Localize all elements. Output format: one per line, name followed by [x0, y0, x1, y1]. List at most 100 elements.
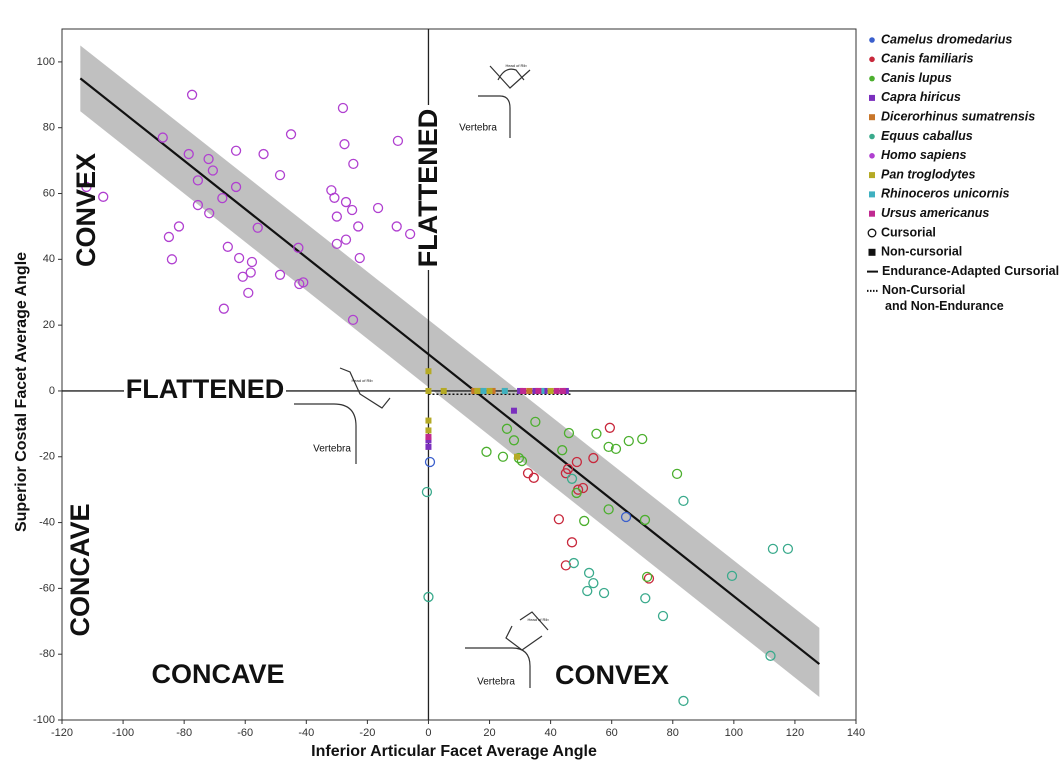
point [217, 192, 228, 204]
point [392, 135, 404, 147]
point [517, 387, 524, 394]
point [604, 422, 616, 433]
point [246, 256, 258, 268]
annotation: CONCAVE [65, 503, 95, 636]
diagram-sketch [294, 367, 391, 464]
point [582, 585, 593, 597]
legend-label: Non-cursorial [881, 245, 962, 259]
point [391, 221, 402, 232]
point [767, 543, 779, 555]
point [192, 175, 204, 186]
point [423, 591, 434, 603]
legend-marker [869, 114, 875, 121]
point [237, 271, 248, 282]
x-tick-label: 40 [544, 727, 556, 739]
point [348, 158, 359, 170]
point [425, 443, 432, 450]
x-tick-label: -80 [176, 727, 192, 739]
point [192, 199, 204, 211]
point [571, 456, 583, 468]
y-tick-label: -20 [39, 451, 55, 463]
point [230, 145, 242, 156]
point [81, 181, 92, 193]
annotation: FLATTENED [413, 109, 443, 267]
point [641, 571, 653, 583]
legend-label: Non-Cursorial [882, 283, 965, 297]
point [183, 148, 194, 160]
point [566, 473, 578, 484]
point [425, 417, 432, 424]
annotation: CONCAVE [151, 659, 284, 689]
point [639, 514, 651, 526]
y-tick-label: 60 [43, 187, 55, 199]
legend-label: Equus caballus [881, 129, 973, 143]
legend-label: Homo sapiens [881, 148, 966, 162]
diagram-body-label: Vertebra [459, 123, 497, 134]
y-tick-label: -100 [33, 714, 55, 726]
legend-marker [869, 94, 875, 101]
diagram-head-label: Head of Rib [527, 617, 549, 622]
legend-label: and Non-Endurance [885, 299, 1004, 313]
legend-marker [869, 153, 875, 159]
point [404, 228, 416, 240]
point [98, 191, 109, 202]
point [233, 252, 245, 264]
legend-label: Canis familiaris [881, 52, 973, 66]
legend-marker [869, 191, 875, 198]
point [559, 387, 566, 394]
point [501, 423, 513, 434]
point [562, 387, 569, 394]
legend-label: Camelus dromedarius [881, 32, 1012, 46]
y-tick-label: -60 [39, 582, 55, 594]
point [497, 451, 509, 462]
point [163, 231, 175, 243]
y-tick-label: 80 [43, 122, 55, 134]
diagram-body-label: Vertebra [313, 444, 351, 455]
point [331, 211, 342, 222]
x-axis-title: Inferior Articular Facet Average Angle [311, 743, 597, 760]
point [425, 387, 432, 394]
point [583, 567, 595, 579]
legend-label: Canis lupus [881, 71, 952, 85]
x-tick-label: 80 [667, 727, 679, 739]
point [481, 446, 492, 457]
point [678, 495, 689, 507]
point [678, 695, 689, 707]
fit-line [79, 77, 821, 665]
point [489, 387, 496, 394]
x-tick-label: 20 [483, 727, 495, 739]
point [157, 132, 168, 143]
x-tick-label: 0 [425, 727, 431, 739]
point [577, 482, 589, 494]
point [425, 437, 432, 444]
point [166, 254, 178, 265]
point [532, 387, 539, 394]
point [560, 468, 572, 479]
point [298, 277, 309, 288]
diagram-sketch [465, 611, 549, 688]
point [421, 486, 433, 498]
point [623, 435, 634, 447]
point [516, 455, 528, 467]
x-tick-label: 60 [606, 727, 618, 739]
x-tick-label: -60 [237, 727, 253, 739]
point [657, 610, 669, 622]
point [204, 208, 215, 219]
point [486, 387, 493, 394]
point [425, 368, 432, 375]
point [588, 452, 599, 464]
point [222, 241, 233, 252]
point [538, 387, 545, 394]
point [603, 504, 614, 515]
point [588, 577, 599, 589]
point [557, 445, 568, 456]
point [258, 148, 269, 160]
diagram-head-label: Head of Rib [505, 63, 527, 68]
point [591, 428, 602, 439]
point [245, 267, 256, 278]
point [526, 387, 533, 394]
point [765, 650, 776, 661]
point [340, 196, 352, 208]
point [293, 242, 304, 253]
point [643, 573, 655, 584]
